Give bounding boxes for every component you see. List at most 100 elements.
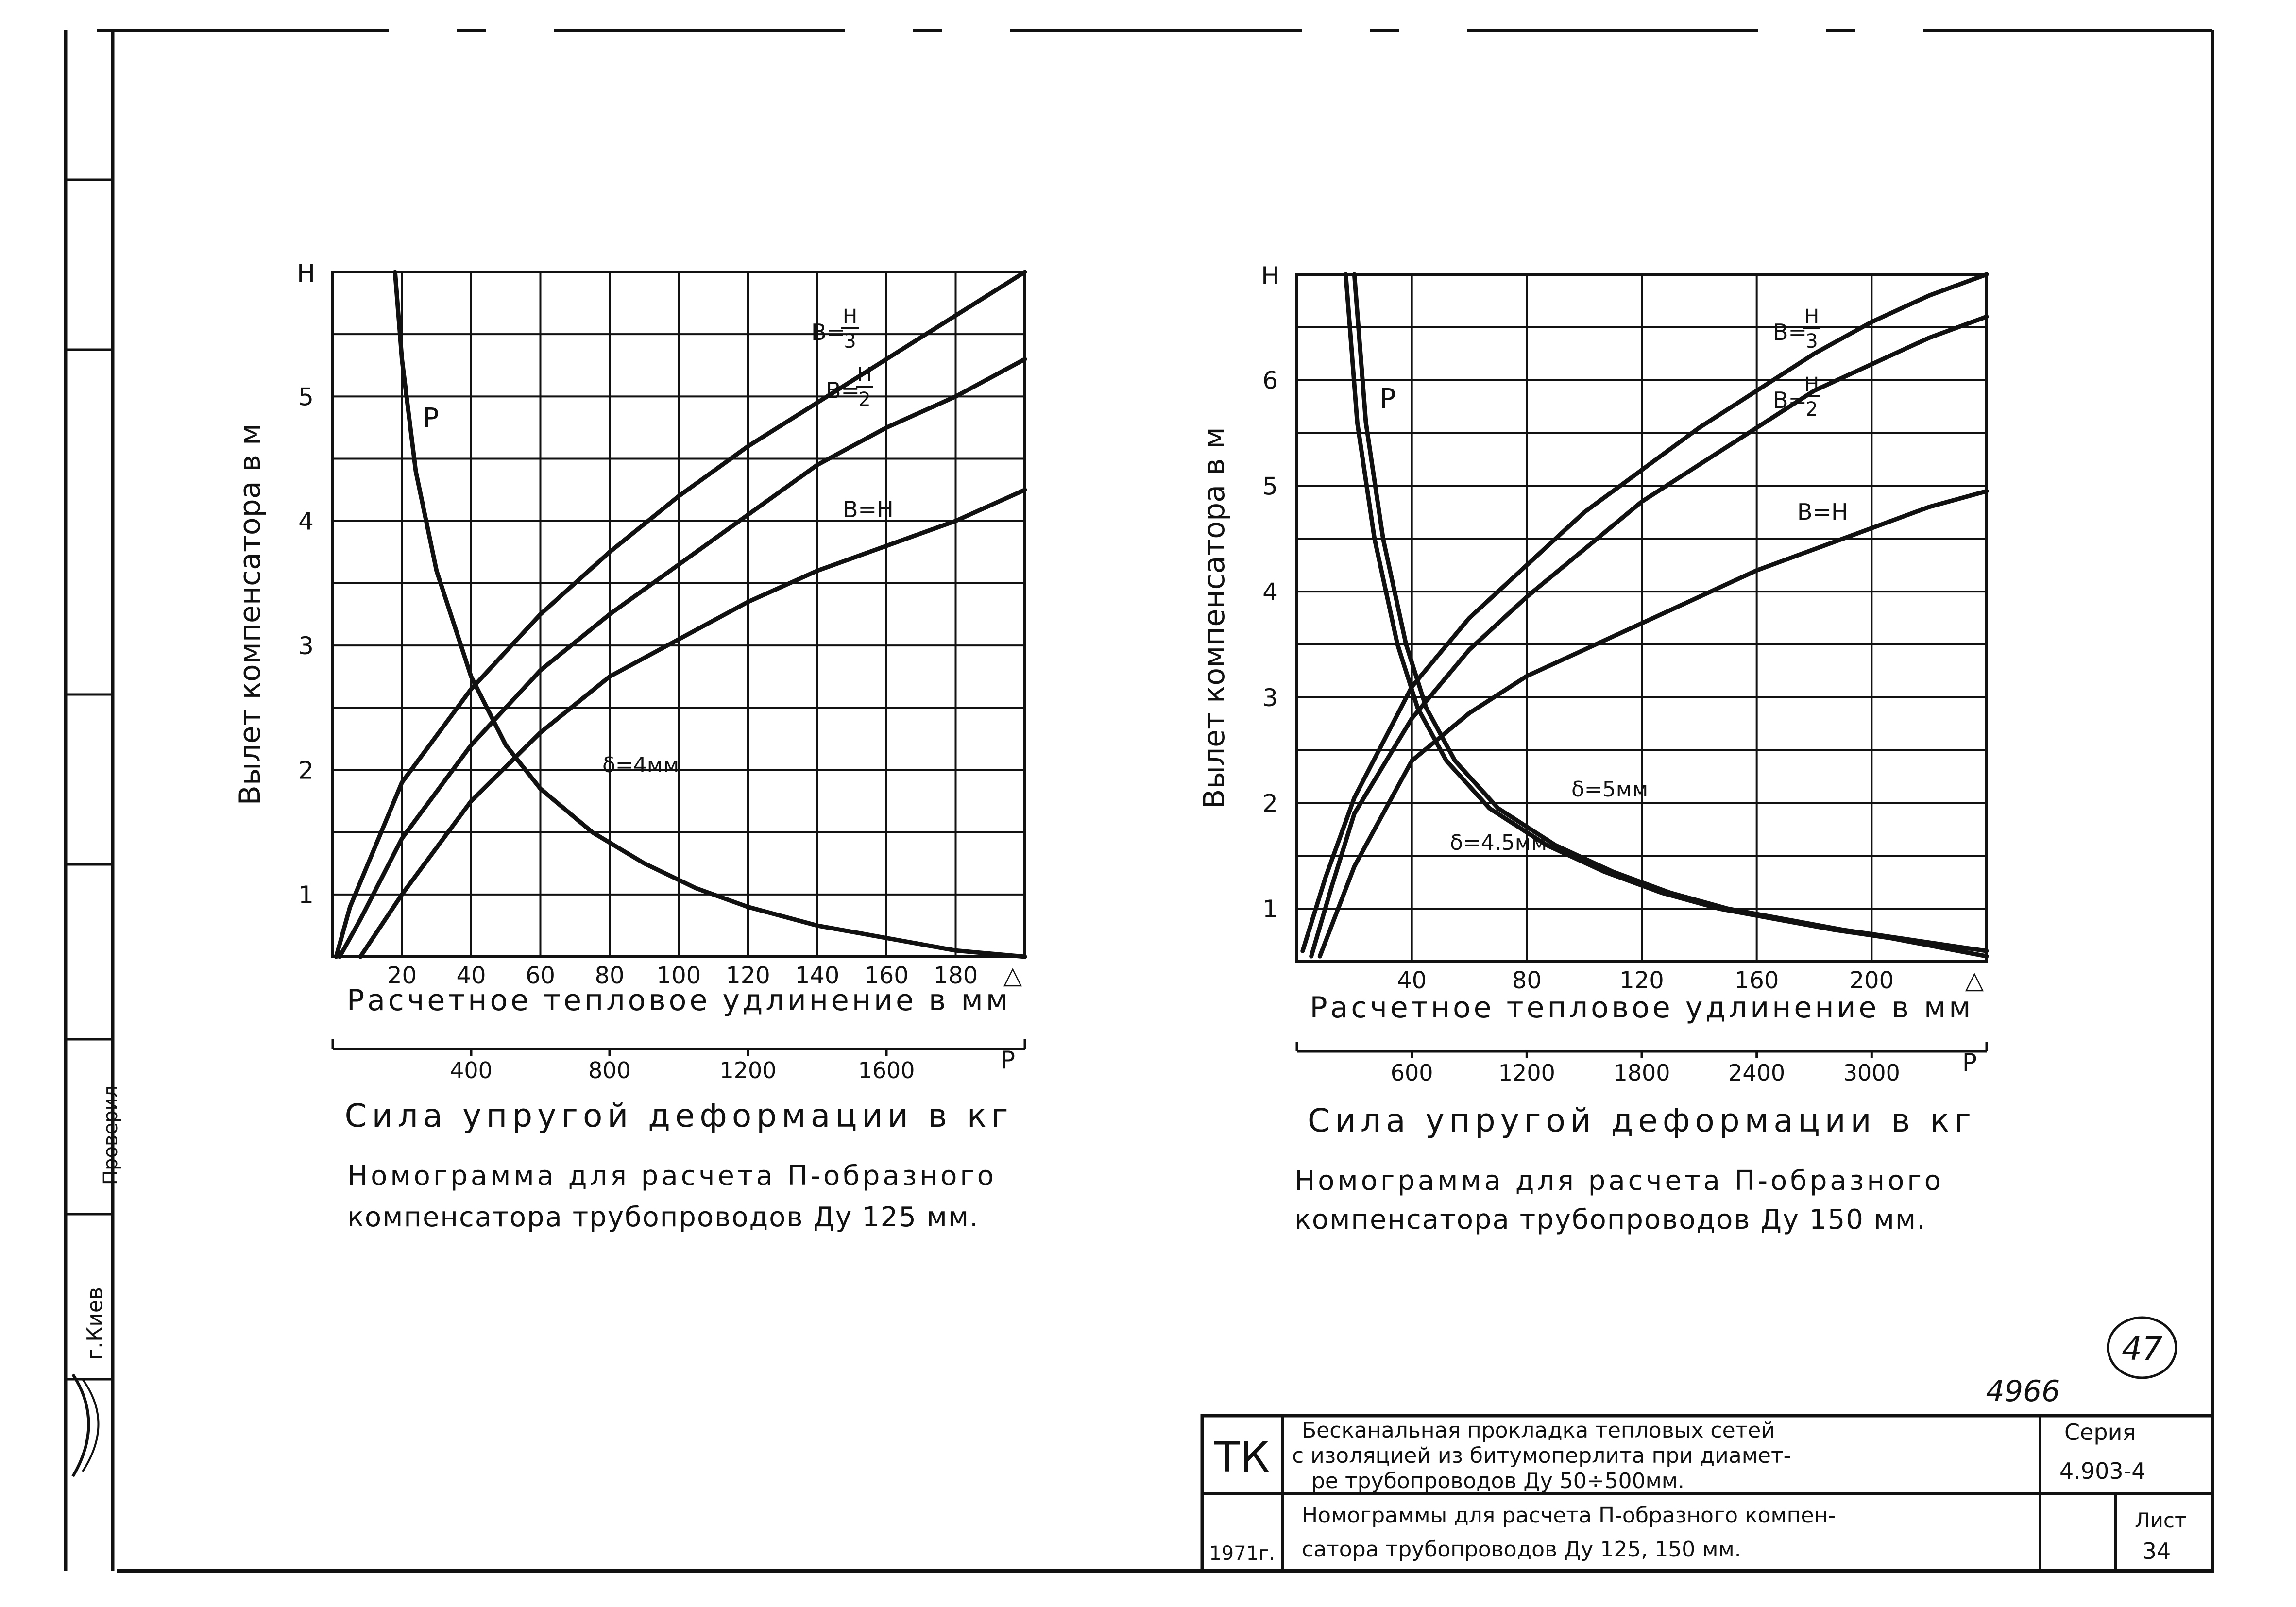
page-mark-number: 47: [2122, 1330, 2162, 1368]
series-value: 4.903-4: [2059, 1458, 2146, 1484]
series-label-numerator: Н: [1804, 305, 1819, 328]
chart-title-line-2: компенсатора трубопроводов Ду 125 мм.: [347, 1201, 979, 1233]
p-curve-label: Р: [423, 403, 439, 434]
project-title-line-2: с изоляцией из битумоперлита при диамет-: [1292, 1443, 1791, 1468]
thickness-label: δ=4мм: [602, 753, 679, 778]
chart-title-line-2: компенсатора трубопроводов Ду 150 мм.: [1294, 1204, 1926, 1235]
project-title-line-3: ре трубопроводов Ду 50÷500мм.: [1311, 1469, 1684, 1493]
series-label: В=Н2: [1773, 373, 1820, 421]
series-label: В=Н: [1797, 499, 1848, 525]
force-tick-label: 400: [450, 1057, 493, 1083]
series-line: [1344, 272, 1989, 959]
y-tick-label: 6: [1262, 367, 1278, 395]
series-line: [1317, 489, 1989, 959]
sheet-number: 34: [2143, 1538, 2171, 1564]
x-tick-label: 140: [795, 962, 840, 989]
force-tick-label: 1200: [1498, 1060, 1555, 1086]
chart-title-line-1: Номограмма для расчета П-образного: [1294, 1165, 1944, 1197]
series-line: [1352, 272, 1989, 953]
x-tick-label: 80: [1512, 967, 1542, 994]
series-label: В=Н: [843, 496, 894, 523]
force-tick-label: 600: [1391, 1060, 1433, 1086]
y-tick-label: 4: [298, 507, 314, 536]
series-label-denominator: 3: [844, 330, 856, 353]
y-tick-label: 5: [1262, 472, 1278, 500]
plot-frame: [331, 271, 1026, 958]
series-label-prefix: В=: [1773, 387, 1807, 413]
x-tick-label: 80: [595, 962, 624, 989]
force-axis: [1295, 1042, 1988, 1058]
thickness-label: δ=4.5мм: [1450, 830, 1547, 855]
y-axis-label: Вылет компенсатора в м: [233, 423, 267, 805]
series-label: В=Н3: [1773, 305, 1820, 353]
series-label: В=Н2: [826, 364, 873, 411]
page-mark: 47: [2107, 1316, 2177, 1379]
project-title-line-1: Бесканальная прокладка тепловых сетей: [1302, 1418, 1775, 1443]
force-axis-label: Сила упругой деформации в кг: [345, 1097, 1013, 1134]
series-line: [392, 270, 1027, 959]
y-axis-symbol: Н: [297, 259, 315, 288]
series-line: [358, 488, 1027, 959]
x-tick-label: 120: [1619, 967, 1664, 994]
force-axis-label: Сила упругой деформации в кг: [1308, 1102, 1976, 1139]
series-label-prefix: В=: [1773, 319, 1807, 345]
series-label-prefix: В=: [826, 377, 860, 404]
force-tick-label: 800: [588, 1057, 631, 1083]
sheet-title-line-2: сатора трубопроводов Ду 125, 150 мм.: [1302, 1537, 1741, 1562]
thickness-label: δ=5мм: [1571, 777, 1648, 802]
year: 1971г.: [1209, 1542, 1275, 1565]
x-axis-label: Расчетное тепловое удлинение в мм: [1310, 991, 1973, 1025]
chart-title-line-1: Номограмма для расчета П-образного: [347, 1160, 997, 1192]
grid: [333, 271, 1025, 958]
document-number: 4966: [1986, 1374, 2060, 1408]
nomogram-du125: 1 2 3 4 5 Н Вылет компенсатора в м 20 40 60 80 100 1…: [233, 259, 1027, 1233]
force-tick-label: 2400: [1728, 1060, 1785, 1086]
x-tick-label: 200: [1850, 967, 1894, 994]
series-label: В=Н3: [811, 305, 859, 353]
y-axis-label: Вылет компенсатора в м: [1197, 427, 1231, 809]
series-label-numerator: Н: [857, 364, 872, 386]
x-tick-label: 100: [657, 962, 701, 989]
series-label-denominator: 3: [1805, 330, 1818, 353]
nomogram-du150: 1 2 3 4 5 6 Н Вылет компенсатора в м 40 80 120 160 2…: [1197, 262, 1989, 1235]
y-tick-label: 5: [298, 383, 314, 411]
y-tick-label: 4: [1262, 578, 1278, 606]
series-line: [1309, 314, 1989, 959]
p-curve-label: Р: [1379, 383, 1396, 415]
series-label-numerator: Н: [843, 305, 857, 328]
series-line: [334, 270, 1027, 959]
x-tick-label: 60: [526, 962, 555, 989]
x-tick-label: 160: [864, 962, 909, 989]
sheet-label: Лист: [2135, 1508, 2186, 1532]
force-tick-label: 1800: [1613, 1060, 1670, 1086]
series-line: [1300, 272, 1989, 953]
y-tick-label: 1: [1262, 895, 1278, 923]
y-tick-label: 3: [1262, 684, 1278, 712]
y-tick-label: 1: [298, 881, 314, 909]
force-axis-symbol: Р: [1962, 1049, 1977, 1077]
x-tick-label: 120: [726, 962, 770, 989]
side-label-checked: Проверил: [100, 1085, 122, 1185]
force-tick-label: 1200: [719, 1057, 776, 1083]
series-label: Серия: [2064, 1419, 2136, 1445]
series-label-prefix: В=: [811, 319, 845, 345]
sheet-title-line-1: Номограммы для расчета П-образного компе…: [1302, 1503, 1836, 1528]
x-axis-symbol: △: [1965, 966, 1984, 994]
x-axis-symbol: △: [1003, 961, 1022, 989]
x-axis-label: Расчетное тепловое удлинение в мм: [347, 983, 1011, 1017]
title-block: [1200, 1414, 2214, 1573]
x-tick-label: 40: [1397, 967, 1427, 994]
curves: [1300, 272, 1989, 959]
force-axis-symbol: Р: [1001, 1046, 1015, 1074]
series-label-denominator: 2: [1805, 398, 1818, 421]
series-line: [337, 357, 1027, 959]
y-tick-label: 2: [1262, 789, 1278, 817]
y-axis-symbol: Н: [1261, 262, 1279, 290]
series-label-numerator: Н: [1804, 373, 1819, 396]
plot-frame: [1295, 273, 1988, 963]
side-label-city: г.Киев: [83, 1287, 107, 1360]
curves: [334, 270, 1027, 959]
y-tick-label: 2: [298, 756, 314, 784]
org-code: ТК: [1214, 1433, 1270, 1482]
